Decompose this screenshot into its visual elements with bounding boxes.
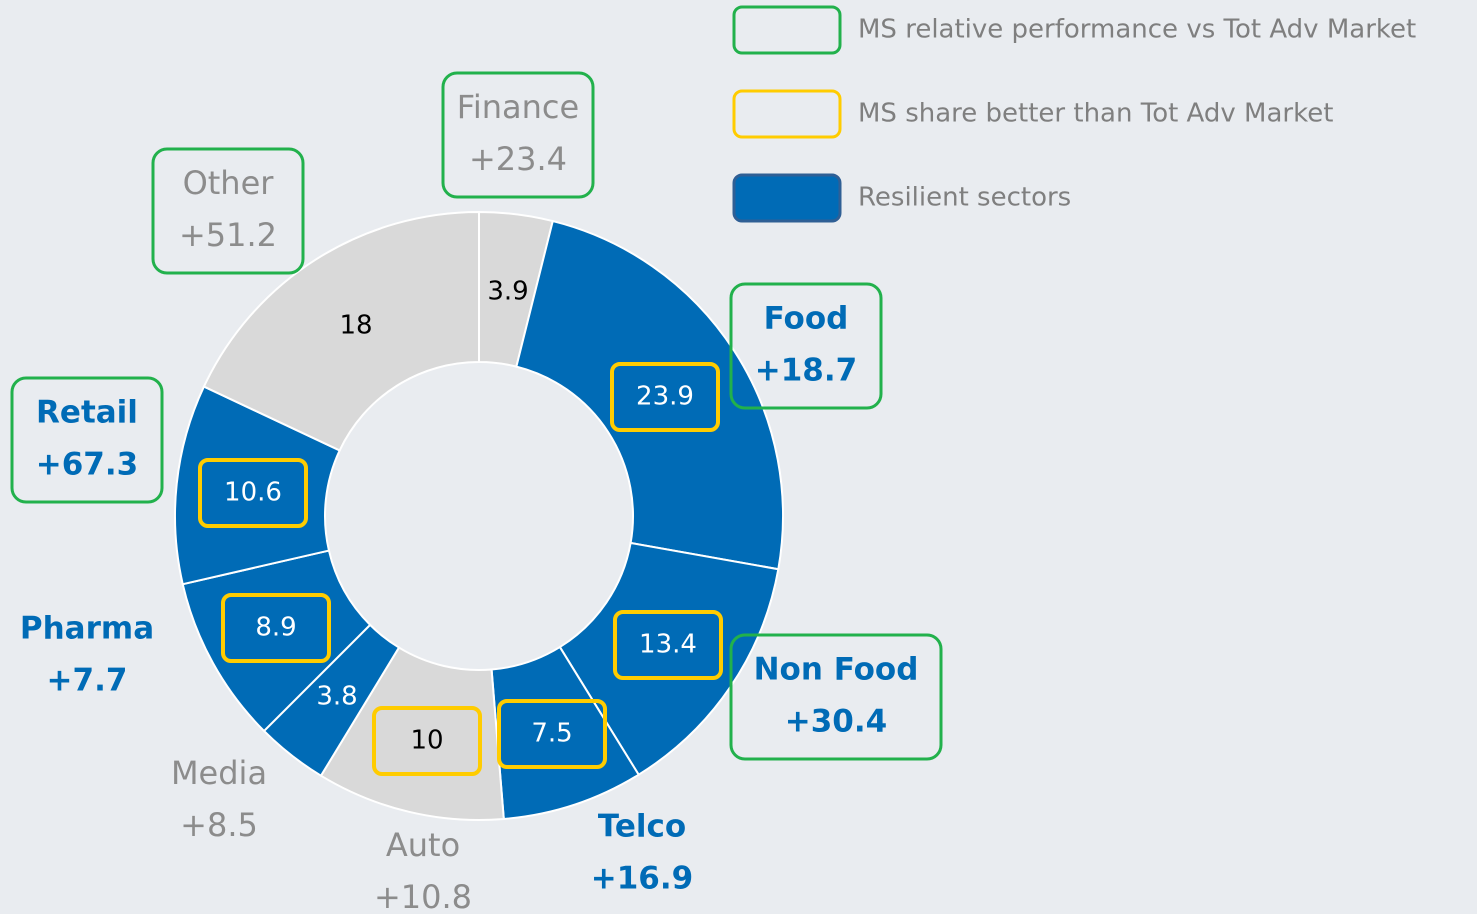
donut-segment bbox=[515, 219, 784, 571]
value-label: 7.5 bbox=[531, 719, 572, 749]
category-label: Food bbox=[764, 301, 849, 337]
change-label: +18.7 bbox=[755, 353, 857, 389]
value-highlight bbox=[198, 458, 308, 528]
change-label: +51.2 bbox=[179, 216, 277, 254]
value-label: 3.9 bbox=[487, 277, 528, 307]
value-highlight bbox=[610, 362, 720, 432]
value-label: 23.9 bbox=[636, 382, 694, 412]
change-label: +67.3 bbox=[36, 447, 138, 483]
category-label: Media bbox=[171, 754, 267, 792]
value-highlight bbox=[372, 706, 482, 776]
category-label: Pharma bbox=[20, 611, 154, 647]
change-label: +8.5 bbox=[180, 806, 258, 844]
label-highlight bbox=[151, 147, 305, 275]
legend-swatch bbox=[732, 89, 842, 139]
legend-label: MS relative performance vs Tot Adv Marke… bbox=[858, 15, 1416, 45]
label-highlight bbox=[441, 71, 595, 199]
change-label: +23.4 bbox=[469, 140, 567, 178]
change-label: +10.8 bbox=[374, 878, 472, 914]
change-label: +16.9 bbox=[591, 861, 693, 897]
value-highlight bbox=[613, 610, 723, 680]
category-label: Telco bbox=[598, 809, 686, 845]
category-label: Auto bbox=[386, 826, 460, 864]
change-label: +7.7 bbox=[47, 663, 128, 699]
category-label: Retail bbox=[36, 395, 138, 431]
value-label: 3.8 bbox=[316, 682, 357, 712]
label-highlight bbox=[729, 633, 943, 761]
change-label: +30.4 bbox=[785, 704, 887, 740]
donut-segment bbox=[202, 210, 480, 452]
legend-label: Resilient sectors bbox=[858, 183, 1071, 213]
value-highlight bbox=[221, 593, 331, 663]
value-label: 18 bbox=[339, 311, 372, 341]
legend-swatch bbox=[732, 173, 842, 223]
label-highlight bbox=[10, 376, 164, 504]
value-label: 10.6 bbox=[224, 478, 282, 508]
category-label: Other bbox=[183, 164, 275, 202]
category-label: Non Food bbox=[754, 652, 919, 688]
value-label: 13.4 bbox=[639, 630, 697, 660]
label-highlight bbox=[729, 282, 883, 410]
legend-swatch bbox=[732, 5, 842, 55]
category-label: Finance bbox=[457, 88, 579, 126]
value-highlight bbox=[497, 699, 607, 769]
legend-label: MS share better than Tot Adv Market bbox=[858, 99, 1333, 129]
value-label: 8.9 bbox=[255, 613, 296, 643]
value-label: 10 bbox=[410, 726, 443, 756]
donut-segment bbox=[558, 541, 780, 777]
